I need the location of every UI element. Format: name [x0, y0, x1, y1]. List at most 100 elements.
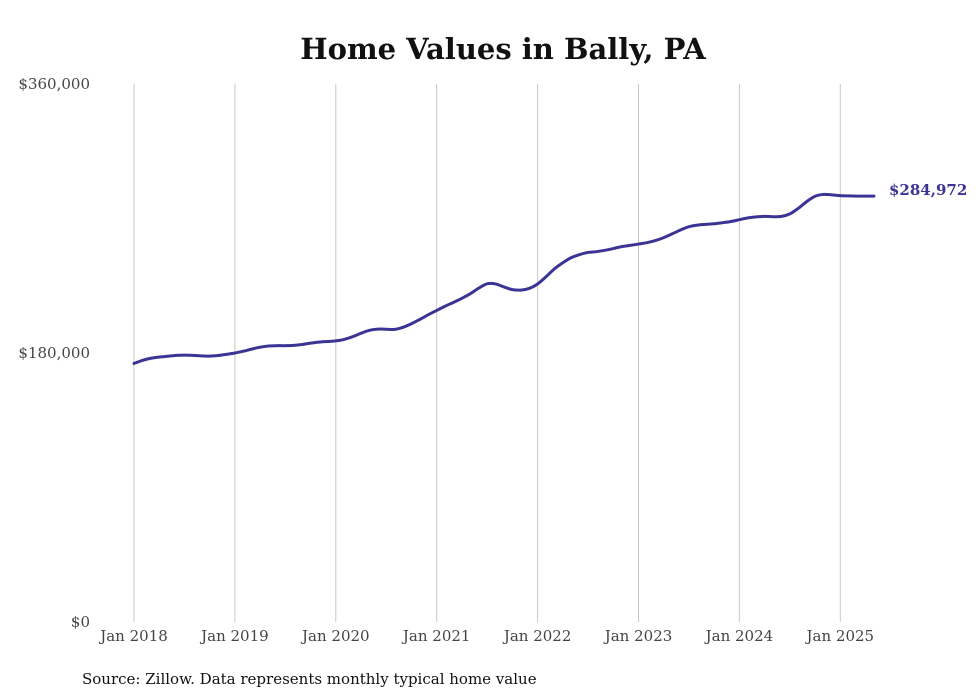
x-tick-label: Jan 2018	[98, 627, 168, 645]
data-point-2019-08	[292, 344, 295, 347]
data-point-2022-02	[545, 275, 548, 278]
data-point-2024-09	[805, 200, 808, 203]
home-value-data-points	[133, 193, 876, 365]
data-point-2025-02	[847, 195, 850, 198]
data-point-2020-10	[410, 322, 413, 325]
x-tick-label: Jan 2022	[502, 627, 572, 645]
data-point-2019-09	[301, 343, 304, 346]
data-point-2020-06	[376, 328, 379, 331]
data-point-2018-04	[158, 356, 161, 359]
vertical-gridlines	[133, 84, 841, 622]
data-point-2023-12	[730, 220, 733, 223]
data-point-2019-07	[284, 344, 287, 347]
data-point-2022-01	[536, 283, 539, 286]
data-point-2020-12	[427, 313, 430, 316]
data-point-2020-05	[368, 329, 371, 332]
data-point-2021-08	[494, 283, 497, 286]
data-point-2022-10	[612, 247, 615, 250]
data-point-2023-06	[679, 229, 682, 232]
y-tick-label: $0	[71, 613, 90, 631]
data-point-2018-06	[175, 354, 178, 357]
home-value-series-line	[132, 192, 876, 365]
data-point-2020-04	[360, 332, 363, 335]
data-point-2024-12	[830, 193, 833, 196]
x-axis-tick-labels: Jan 2018 Jan 2019 Jan 2020 Jan 2021 Jan 2022…	[98, 627, 874, 645]
y-axis-tick-labels: $0 $180,000 $360,000	[18, 75, 90, 631]
data-point-2018-09	[200, 354, 203, 357]
data-point-2024-08	[797, 207, 800, 210]
data-point-2021-05	[469, 292, 472, 295]
data-point-2019-11	[318, 341, 321, 344]
data-point-2021-06	[477, 287, 480, 290]
x-tick-label: Jan 2020	[300, 627, 370, 645]
data-point-2023-10	[713, 222, 716, 225]
data-point-2019-12	[326, 340, 329, 343]
data-point-2018-08	[191, 354, 194, 357]
x-tick-label: Jan 2019	[199, 627, 269, 645]
data-point-2019-10	[309, 342, 312, 345]
x-tick-label: Jan 2024	[704, 627, 774, 645]
data-point-2019-02	[242, 350, 245, 353]
data-point-2023-04	[662, 236, 665, 239]
data-point-2018-11	[217, 354, 220, 357]
data-point-2018-01	[133, 362, 136, 365]
data-point-2022-11	[620, 245, 623, 248]
data-point-2023-05	[671, 232, 674, 235]
data-point-2018-12	[225, 353, 228, 356]
chart-title: Home Values in Bally, PA	[300, 32, 706, 66]
x-tick-label: Jan 2021	[401, 627, 471, 645]
x-tick-label: Jan 2023	[603, 627, 673, 645]
data-point-2021-04	[461, 297, 464, 300]
data-point-2023-03	[654, 239, 657, 242]
data-point-2020-03	[351, 335, 354, 338]
data-point-2021-01	[435, 309, 438, 312]
data-point-2021-10	[511, 288, 514, 291]
data-point-2021-11	[519, 289, 522, 292]
data-point-2019-06	[276, 344, 279, 347]
data-point-2025-04	[864, 195, 867, 198]
data-point-2023-07	[688, 225, 691, 228]
data-point-2018-07	[183, 354, 186, 357]
data-point-2022-12	[629, 244, 632, 247]
data-point-2024-10	[814, 195, 817, 198]
data-point-2024-03	[755, 215, 758, 218]
data-point-2019-05	[267, 345, 270, 348]
data-point-2020-09	[402, 326, 405, 329]
data-point-2025-03	[856, 195, 859, 198]
data-point-2020-01	[334, 340, 337, 343]
data-point-2019-01	[234, 352, 237, 355]
data-point-2021-02	[444, 305, 447, 308]
data-point-2018-10	[208, 355, 211, 358]
data-point-2020-07	[385, 328, 388, 331]
data-point-2019-03	[250, 348, 253, 351]
data-point-2024-06	[780, 215, 783, 218]
data-point-2022-09	[603, 249, 606, 252]
data-point-2023-09	[704, 223, 707, 226]
y-tick-label: $360,000	[18, 75, 90, 93]
data-point-2024-04	[763, 215, 766, 218]
data-point-2023-08	[696, 224, 699, 227]
data-point-2022-06	[578, 253, 581, 256]
data-point-2020-08	[393, 328, 396, 331]
data-point-2024-05	[772, 215, 775, 218]
data-point-2023-11	[721, 221, 724, 224]
data-point-2023-01	[637, 243, 640, 246]
data-point-2021-09	[503, 286, 506, 289]
data-point-2023-02	[646, 241, 649, 244]
data-point-2022-08	[595, 250, 598, 253]
data-point-2022-05	[570, 256, 573, 259]
data-point-2022-03	[553, 267, 556, 270]
data-point-2024-01	[738, 218, 741, 221]
data-point-2021-12	[528, 287, 531, 290]
x-tick-label: Jan 2025	[805, 627, 875, 645]
data-point-2018-05	[166, 355, 169, 358]
data-point-2024-11	[822, 193, 825, 196]
data-point-2020-02	[343, 338, 346, 341]
data-point-2020-11	[418, 318, 421, 321]
latest-value-label: $284,972	[889, 181, 967, 199]
y-tick-label: $180,000	[18, 344, 90, 362]
data-point-2018-02	[141, 359, 144, 362]
data-point-2024-02	[746, 217, 749, 220]
data-point-2019-04	[259, 346, 262, 349]
data-point-2025-05	[873, 195, 876, 198]
